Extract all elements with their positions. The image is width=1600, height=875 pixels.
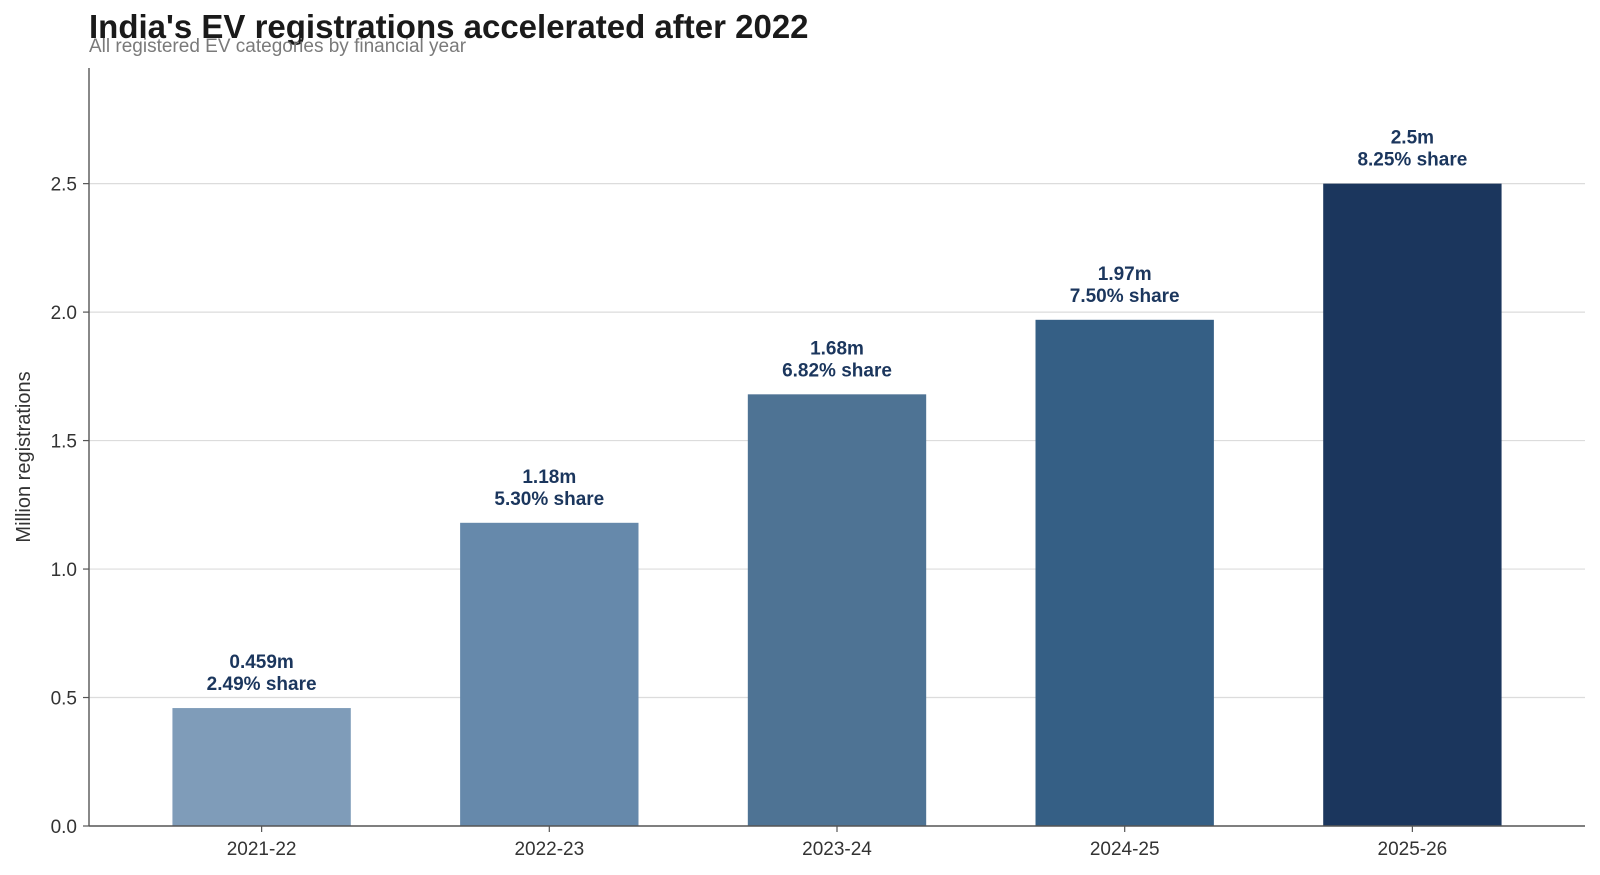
x-tick-label: 2023-24 — [802, 839, 872, 860]
bars — [172, 183, 1502, 826]
value-label: 1.18m — [522, 467, 576, 488]
y-tick-label: 1.0 — [51, 560, 77, 581]
x-tick-label: 2024-25 — [1090, 839, 1160, 860]
y-tick-label: 0.0 — [51, 817, 77, 838]
share-label: 2.49% share — [207, 674, 317, 695]
share-label: 5.30% share — [494, 489, 604, 510]
axes: 0.0 0.5 1.0 1.5 2.0 2.5 2021-22 2022-23 2023-24 2… — [51, 68, 1585, 860]
share-label: 6.82% share — [782, 360, 892, 381]
value-label: 1.97m — [1098, 264, 1152, 285]
bar-2023-24 — [747, 394, 927, 826]
bar-2022-23 — [460, 522, 639, 826]
x-tick-label: 2025-26 — [1378, 839, 1448, 860]
x-tick-label: 2022-23 — [514, 839, 584, 860]
x-tick-label: 2021-22 — [227, 839, 297, 860]
share-label: 7.50% share — [1070, 286, 1180, 307]
share-label: 8.25% share — [1357, 150, 1467, 171]
chart-subtitle: All registered EV categories by financia… — [89, 36, 467, 57]
y-tick-label: 0.5 — [51, 689, 77, 710]
value-label: 0.459m — [229, 652, 293, 673]
chart-title: India's EV registrations accelerated aft… — [89, 8, 809, 45]
bar-2021-22 — [172, 708, 351, 826]
bar-2024-25 — [1035, 319, 1214, 826]
y-axis-label: Million registrations — [13, 371, 35, 542]
value-label: 2.5m — [1391, 128, 1434, 149]
value-label: 1.68m — [810, 338, 864, 359]
y-tick-label: 1.5 — [51, 432, 77, 453]
y-tick-label: 2.5 — [51, 175, 77, 196]
bar-2025-26 — [1323, 183, 1502, 826]
y-tick-label: 2.0 — [51, 303, 77, 324]
